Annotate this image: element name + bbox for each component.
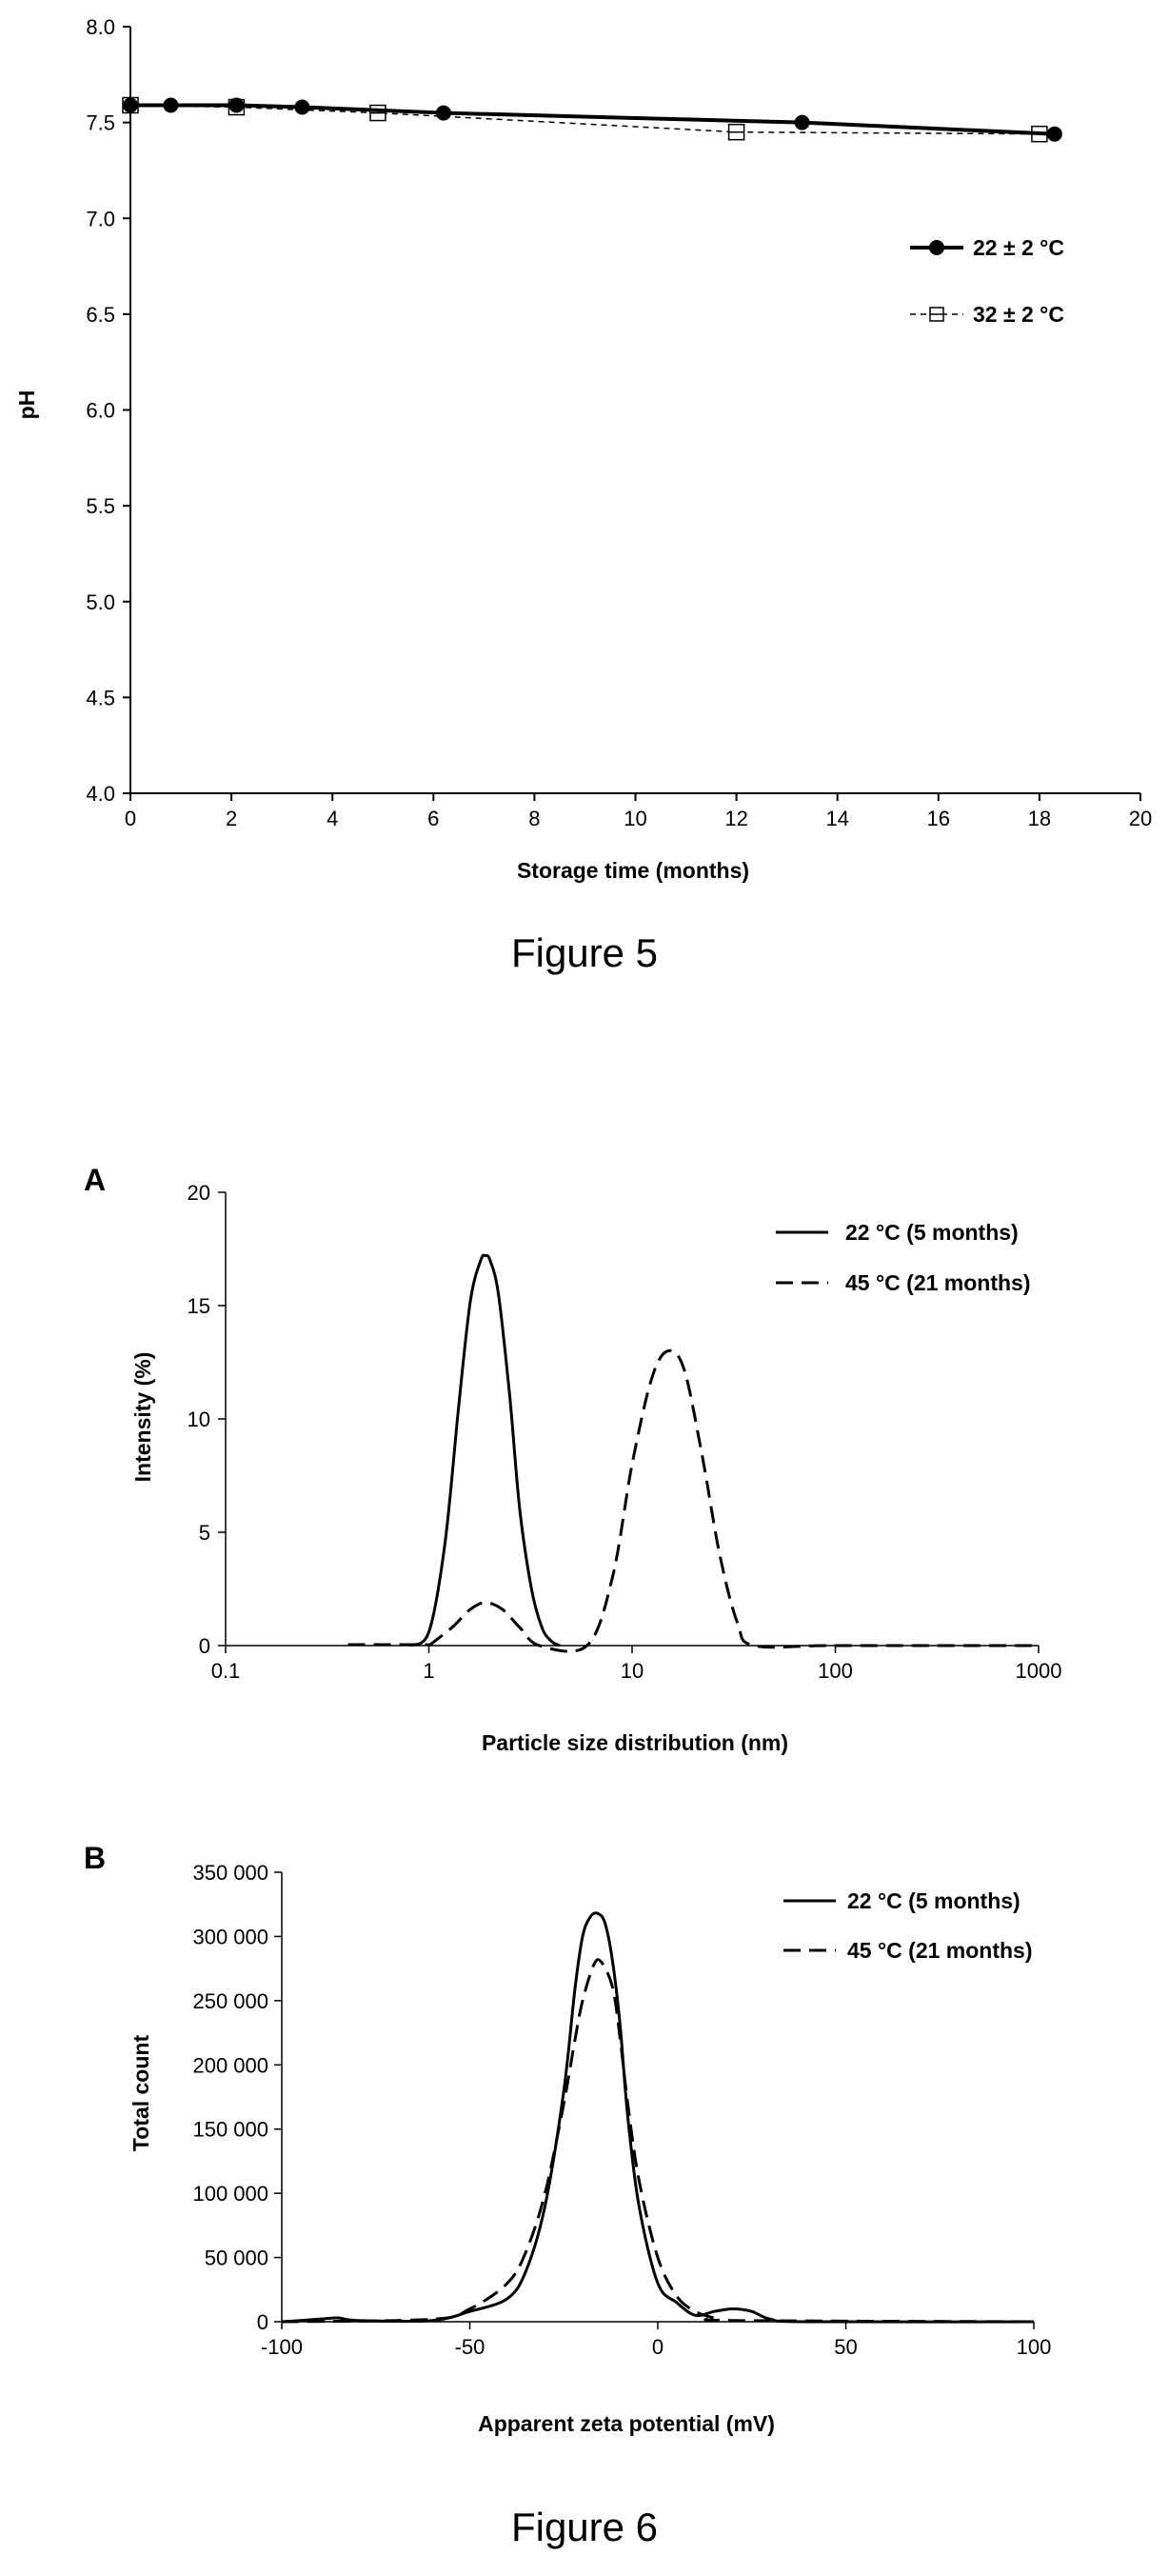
figure5-ticks: 0 2 4 6 8 10 12 14 16 18 20 4.0 4.5 5.0 5.5 6.0 6.5 7.0 7.… <box>86 15 1152 830</box>
figure6a-series <box>348 1255 1039 1651</box>
figure6b-y-tick-label: 0 <box>257 2310 268 2334</box>
figure5-y-tick-label: 8.0 <box>86 15 115 39</box>
data-point-22c <box>294 100 309 115</box>
figure6a-ylabel: Intensity (%) <box>130 1352 155 1483</box>
legend-label-22c: 22 ± 2 °C <box>973 235 1064 260</box>
figure6b-y-tick-label: 300 000 <box>192 1925 268 1948</box>
figure6a-x-tick-label: 1000 <box>1016 1659 1062 1683</box>
figure6a-y-tick-label: 0 <box>199 1634 210 1658</box>
figure5-x-tick-label: 6 <box>427 807 439 830</box>
figure5-x-tick-label: 0 <box>125 807 136 830</box>
legend-label-a-45c: 45 °C (21 months) <box>845 1270 1031 1295</box>
figure5-x-tick-label: 2 <box>226 807 237 830</box>
figure6b-y-tick-label: 350 000 <box>192 1861 268 1885</box>
figure6b-y-tick-label: 150 000 <box>192 2118 268 2142</box>
figure5-y-tick-label: 5.5 <box>86 494 115 518</box>
figure6a-xlabel: Particle size distribution (nm) <box>482 1730 788 1755</box>
figure5-grid <box>130 27 1140 793</box>
figure6b-x-tick-label: 100 <box>1017 2335 1052 2359</box>
figure6a-legend: 22 °C (5 months) 45 °C (21 months) <box>776 1220 1031 1295</box>
data-point-22c <box>228 98 244 113</box>
figure5-x-tick-label: 20 <box>1129 807 1152 830</box>
figure6b-panel-label: B <box>84 1841 106 1875</box>
figure5-y-tick-label: 6.5 <box>86 303 115 327</box>
series-line-a-22c <box>409 1255 560 1646</box>
figure6b-y-tick-label: 250 000 <box>192 1989 268 2013</box>
legend-label-b-45c: 45 °C (21 months) <box>847 1938 1033 1963</box>
data-point-22c <box>123 98 138 113</box>
series-line-32c <box>130 106 1040 134</box>
legend-label-a-22c: 22 °C (5 months) <box>845 1220 1019 1245</box>
legend-marker-22c <box>929 240 944 255</box>
figure6a-x-tick-label: 1 <box>423 1659 434 1683</box>
legend-label-32c: 32 ± 2 °C <box>973 302 1064 327</box>
figure6a-ticks: 0.1 1 10 100 1000 0 5 10 15 20 <box>188 1181 1062 1683</box>
figure5-x-tick-label: 18 <box>1028 807 1051 830</box>
series-line-a-45c <box>429 1350 1040 1651</box>
figure5-y-tick-label: 5.0 <box>86 590 115 614</box>
figure6b-x-tick-label: 0 <box>652 2335 664 2359</box>
figure6a-y-tick-label: 5 <box>199 1521 210 1545</box>
figure5-series <box>123 98 1062 142</box>
figure6b-x-tick-label: 50 <box>834 2335 857 2359</box>
figure6b-ylabel: Total count <box>129 2035 153 2152</box>
figure6a-y-tick-label: 10 <box>188 1408 210 1431</box>
legend-label-b-22c: 22 °C (5 months) <box>847 1888 1020 1913</box>
figure5-xlabel: Storage time (months) <box>517 858 749 883</box>
figure6a-panel-label: A <box>84 1163 106 1197</box>
figure5-x-tick-label: 4 <box>327 807 338 830</box>
figure6b-x-tick-label: -50 <box>455 2335 485 2359</box>
figure6b-chart: B -100 -50 0 50 100 0 50 000 100 000 150 000 200 … <box>84 1841 1051 2549</box>
figure5-legend: 22 ± 2 °C 32 ± 2 °C <box>910 235 1064 327</box>
figure6a-x-tick-label: 0.1 <box>211 1659 241 1683</box>
data-point-22c <box>163 98 178 113</box>
figure5-chart: 0 2 4 6 8 10 12 14 16 18 20 4.0 4.5 5.0 5.5 6.0 6.5 7.0 7.… <box>14 15 1152 975</box>
series-line-b-45c <box>282 1960 1034 2322</box>
figure5-y-tick-label: 7.5 <box>86 111 115 135</box>
figure6b-x-tick-label: -100 <box>261 2335 303 2359</box>
figure6b-y-tick-label: 50 000 <box>205 2247 268 2270</box>
data-point-22c <box>436 106 451 121</box>
figure5-x-tick-label: 10 <box>624 807 646 830</box>
figure6a-y-tick-label: 15 <box>188 1294 210 1318</box>
figure6b-y-tick-label: 100 000 <box>192 2182 268 2206</box>
figure5-ylabel: pH <box>14 390 39 420</box>
data-point-22c <box>1047 127 1062 142</box>
series-line-22c <box>130 106 1055 134</box>
figure5-y-tick-label: 7.0 <box>86 207 115 230</box>
figure6a-x-tick-label: 10 <box>621 1659 644 1683</box>
figure5-y-tick-label: 4.5 <box>86 686 115 709</box>
figure5-x-tick-label: 8 <box>528 807 540 830</box>
figure6b-legend: 22 °C (5 months) 45 °C (21 months) <box>783 1888 1033 1963</box>
figure6a-y-tick-label: 20 <box>188 1181 210 1205</box>
figure6-caption: Figure 6 <box>511 2505 658 2549</box>
data-point-22c <box>795 115 810 130</box>
figure6b-series <box>282 1913 1034 2322</box>
figure6b-xlabel: Apparent zeta potential (mV) <box>478 2411 775 2436</box>
figure5-x-tick-label: 12 <box>724 807 747 830</box>
figure6b-ticks: -100 -50 0 50 100 0 50 000 100 000 150 000 200 00… <box>192 1861 1051 2359</box>
figure6b-y-tick-label: 200 000 <box>192 2053 268 2077</box>
figure5-x-tick-label: 16 <box>927 807 950 830</box>
figure6a-axes <box>226 1192 1039 1646</box>
figure6a-chart: A 0.1 1 10 100 1000 0 5 10 15 20 Particle size di… <box>84 1163 1061 1755</box>
figure5-y-tick-label: 4.0 <box>86 782 115 806</box>
figure6a-x-tick-label: 100 <box>818 1659 853 1683</box>
figure5-y-tick-label: 6.0 <box>86 399 115 423</box>
figure5-x-tick-label: 14 <box>825 807 848 830</box>
figure5-caption: Figure 5 <box>511 930 658 975</box>
